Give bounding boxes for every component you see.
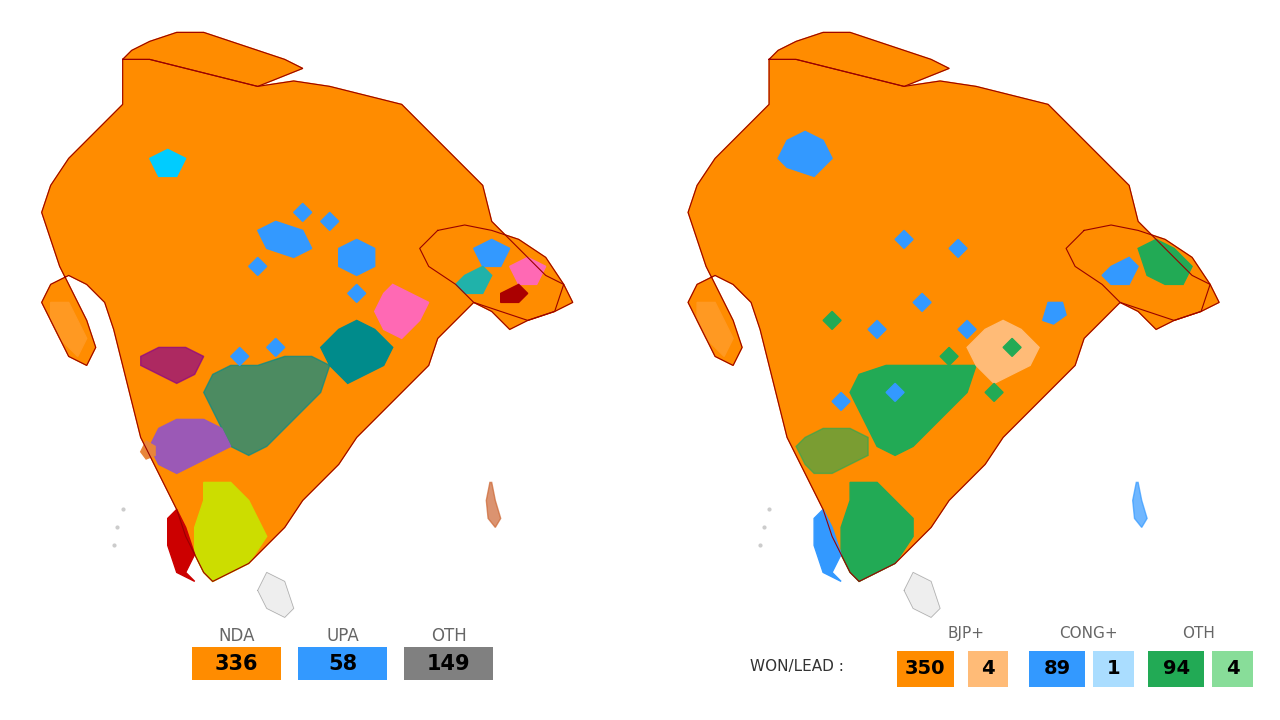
Polygon shape — [940, 347, 959, 365]
Polygon shape — [778, 131, 832, 176]
Polygon shape — [474, 239, 509, 266]
Polygon shape — [814, 510, 841, 582]
Text: UPA: UPA — [326, 627, 358, 645]
Polygon shape — [42, 59, 572, 582]
Polygon shape — [420, 225, 563, 320]
Polygon shape — [841, 482, 913, 582]
Polygon shape — [895, 230, 913, 248]
Polygon shape — [51, 302, 87, 356]
Polygon shape — [850, 365, 977, 455]
Text: 4: 4 — [982, 660, 995, 678]
Polygon shape — [339, 239, 375, 275]
Text: 94: 94 — [1162, 660, 1190, 678]
Polygon shape — [248, 257, 266, 275]
FancyBboxPatch shape — [192, 647, 280, 680]
FancyBboxPatch shape — [1212, 651, 1253, 687]
Text: 89: 89 — [1043, 660, 1070, 678]
Polygon shape — [968, 320, 1039, 383]
FancyBboxPatch shape — [1148, 651, 1204, 687]
Polygon shape — [293, 203, 312, 222]
Polygon shape — [832, 392, 850, 410]
Polygon shape — [1004, 338, 1021, 356]
Polygon shape — [321, 320, 393, 383]
FancyBboxPatch shape — [1093, 651, 1134, 687]
Text: 350: 350 — [905, 660, 946, 678]
Polygon shape — [948, 239, 968, 257]
Polygon shape — [348, 284, 366, 302]
Polygon shape — [257, 572, 293, 617]
Polygon shape — [257, 222, 312, 257]
FancyBboxPatch shape — [897, 651, 954, 687]
Polygon shape — [141, 347, 204, 383]
Polygon shape — [123, 32, 302, 86]
Text: OTH: OTH — [1181, 626, 1215, 641]
Polygon shape — [500, 284, 527, 302]
Polygon shape — [904, 572, 940, 617]
Polygon shape — [204, 356, 330, 455]
FancyBboxPatch shape — [1029, 651, 1085, 687]
FancyBboxPatch shape — [968, 651, 1009, 687]
Polygon shape — [486, 482, 500, 527]
Text: 149: 149 — [426, 654, 470, 674]
Text: 336: 336 — [215, 654, 259, 674]
Polygon shape — [195, 482, 266, 582]
Polygon shape — [150, 149, 186, 176]
Polygon shape — [823, 311, 841, 329]
Text: NDA: NDA — [219, 627, 255, 645]
Text: WON/LEAD :: WON/LEAD : — [750, 659, 844, 673]
Polygon shape — [689, 59, 1219, 582]
FancyBboxPatch shape — [298, 647, 387, 680]
Polygon shape — [868, 320, 886, 338]
Polygon shape — [150, 419, 230, 474]
Polygon shape — [321, 212, 339, 230]
Polygon shape — [1102, 257, 1138, 284]
Polygon shape — [886, 383, 904, 401]
Polygon shape — [1138, 239, 1192, 284]
Polygon shape — [1043, 302, 1066, 324]
Polygon shape — [266, 338, 284, 356]
Polygon shape — [230, 347, 248, 365]
Text: 4: 4 — [1226, 660, 1239, 678]
FancyBboxPatch shape — [404, 647, 493, 680]
Polygon shape — [1133, 482, 1147, 527]
Polygon shape — [141, 441, 155, 459]
Polygon shape — [959, 320, 977, 338]
Text: OTH: OTH — [430, 627, 466, 645]
Polygon shape — [168, 510, 195, 582]
Polygon shape — [986, 383, 1004, 401]
Text: CONG+: CONG+ — [1059, 626, 1117, 641]
Text: 1: 1 — [1107, 660, 1120, 678]
Text: BJP+: BJP+ — [947, 626, 984, 641]
Polygon shape — [769, 32, 948, 86]
Polygon shape — [509, 257, 545, 284]
Text: 58: 58 — [328, 654, 357, 674]
Polygon shape — [375, 284, 429, 338]
Polygon shape — [913, 294, 931, 311]
Polygon shape — [796, 428, 868, 474]
Polygon shape — [1066, 225, 1210, 320]
Polygon shape — [456, 266, 492, 294]
Polygon shape — [698, 302, 733, 356]
